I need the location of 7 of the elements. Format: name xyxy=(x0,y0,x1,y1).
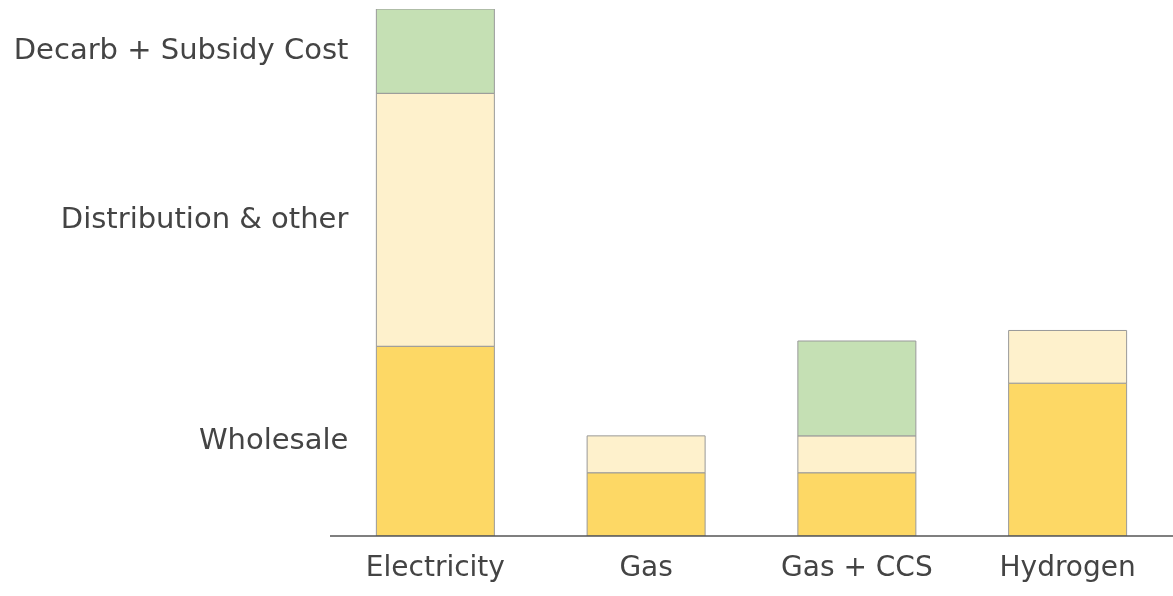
series-label: Wholesale xyxy=(198,422,349,457)
series-label: Decarb + Subsidy Cost xyxy=(13,32,349,67)
x-tick-label: Hydrogen xyxy=(999,549,1136,583)
x-tick-label: Gas xyxy=(619,549,673,583)
x-tick-label: Gas + CCS xyxy=(781,549,933,583)
series-label: Distribution & other xyxy=(60,200,349,235)
x-tick-label: Electricity xyxy=(365,549,505,583)
